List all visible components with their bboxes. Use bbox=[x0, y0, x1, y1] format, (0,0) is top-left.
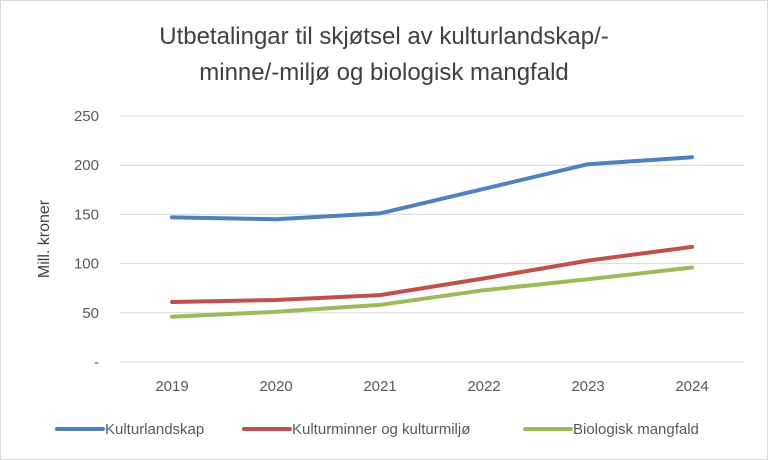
chart-title: Utbetalingar til skjøtsel av kulturlands… bbox=[159, 23, 609, 86]
x-tick-label-2019: 2019 bbox=[155, 378, 188, 395]
legend-item-0: Kulturlandskap bbox=[55, 421, 204, 438]
series-lines bbox=[170, 155, 694, 319]
legend: Kulturlandskap Kulturminner og kulturmilj… bbox=[55, 421, 699, 438]
y-tick-label-250: 250 bbox=[74, 108, 99, 125]
legend-label-1: Kulturminner og kulturmiljø bbox=[292, 421, 470, 438]
chart-title-line-2: minne/-miljø og biologisk mangfald bbox=[199, 59, 569, 86]
x-tick-labels: 2019 2020 2021 2022 2023 2024 bbox=[155, 378, 708, 395]
y-tick-label-0: - bbox=[94, 354, 99, 371]
legend-item-2: Biologisk mangfald bbox=[523, 421, 699, 438]
chart-title-line-1: Utbetalingar til skjøtsel av kulturlands… bbox=[159, 23, 609, 50]
y-tick-label-200: 200 bbox=[74, 157, 99, 174]
legend-item-1: Kulturminner og kulturmiljø bbox=[242, 421, 470, 438]
y-tick-label-150: 150 bbox=[74, 206, 99, 223]
legend-label-2: Biologisk mangfald bbox=[573, 421, 699, 438]
x-tick-label-2024: 2024 bbox=[675, 378, 708, 395]
series-line-0 bbox=[170, 155, 694, 222]
y-axis-label: Mill. kroner bbox=[36, 199, 53, 278]
gridlines bbox=[120, 115, 744, 363]
x-tick-label-2023: 2023 bbox=[571, 378, 604, 395]
x-tick-label-2022: 2022 bbox=[467, 378, 500, 395]
x-tick-label-2020: 2020 bbox=[259, 378, 292, 395]
y-tick-label-50: 50 bbox=[82, 305, 99, 322]
x-tick-label-2021: 2021 bbox=[363, 378, 396, 395]
series-line-1 bbox=[170, 244, 694, 304]
series-line-2 bbox=[170, 265, 694, 319]
y-tick-labels: - 50 100 150 200 250 bbox=[74, 108, 99, 371]
legend-label-0: Kulturlandskap bbox=[105, 421, 204, 438]
y-tick-label-100: 100 bbox=[74, 256, 99, 273]
